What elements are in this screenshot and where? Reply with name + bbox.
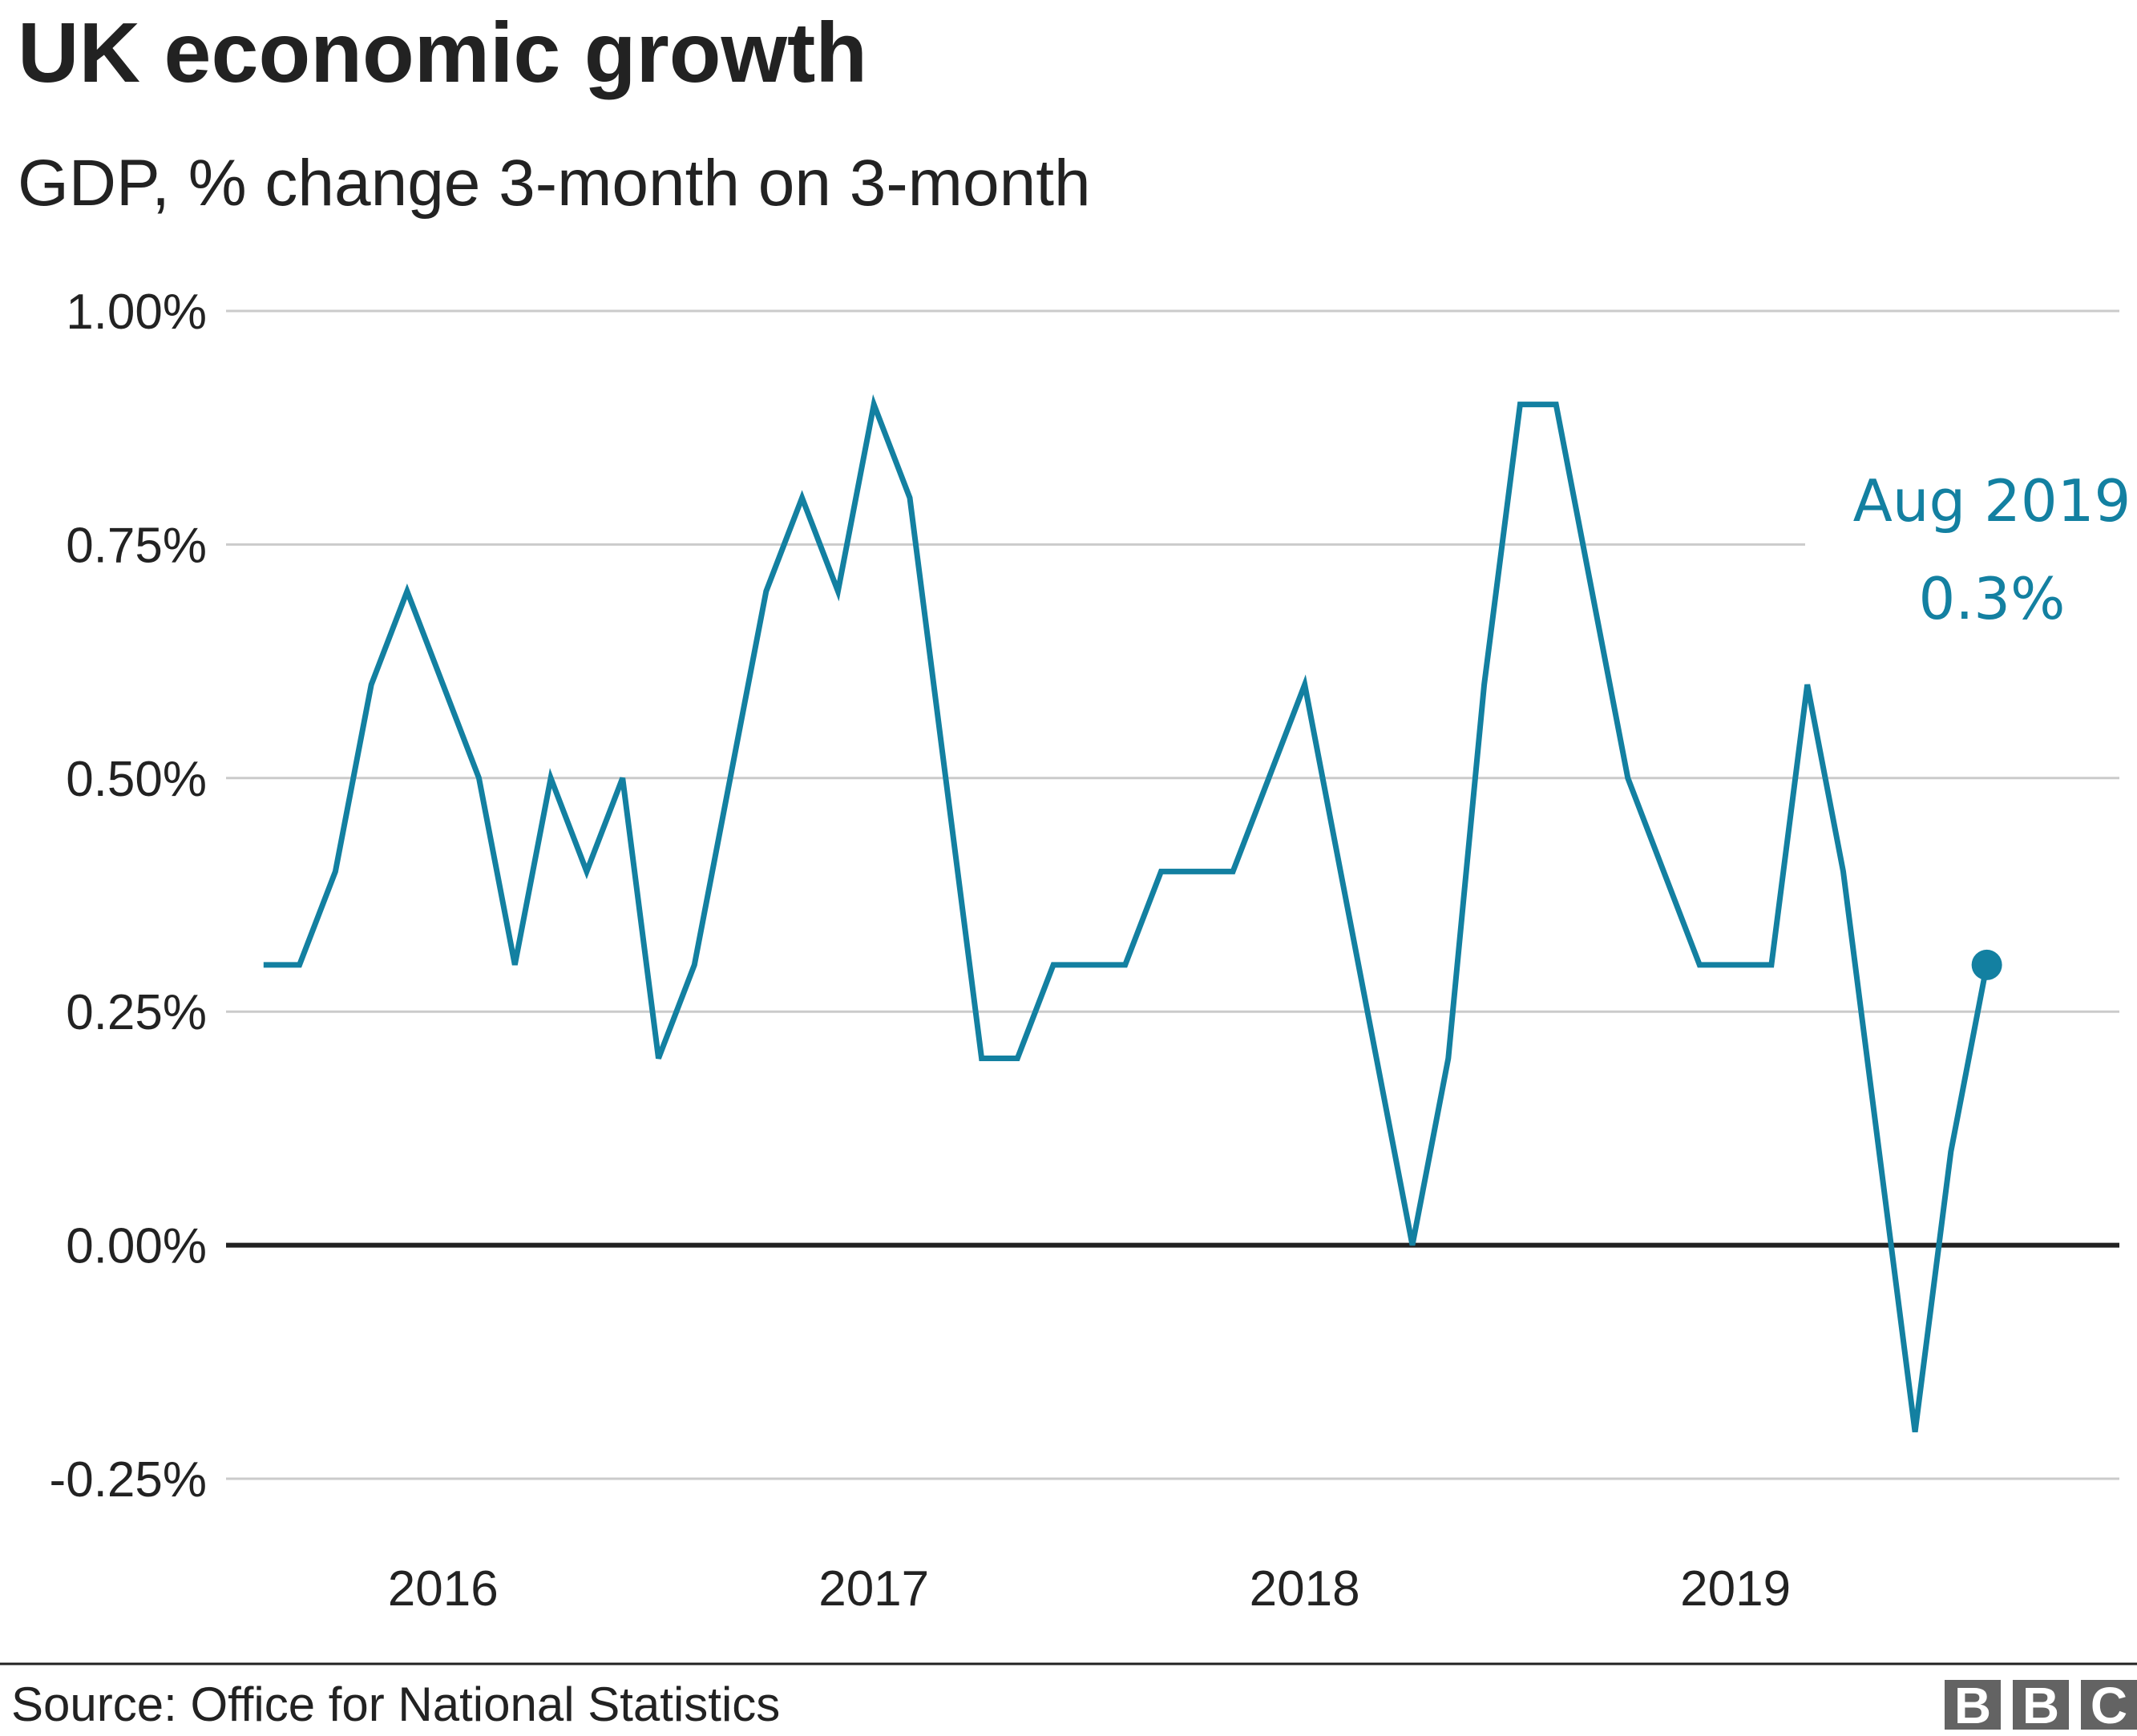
logo-letter-2: B: [2022, 1677, 2059, 1734]
y-tick-label: 0.50%: [66, 752, 207, 807]
annotation-layer: Aug 2019 0.3%: [1853, 467, 2131, 980]
annotation-label: 0.3%: [1919, 565, 2066, 632]
annotation-label: Aug 2019: [1853, 467, 2131, 535]
y-tick-label: 1.00%: [66, 285, 207, 340]
bbc-logo: B B C: [1945, 1677, 2137, 1734]
y-tick-label: -0.25%: [50, 1452, 207, 1508]
y-tick-label: 0.25%: [66, 985, 207, 1040]
y-tick-label: 0.75%: [66, 518, 207, 573]
logo-box-1: [1945, 1680, 2001, 1730]
x-tick-label: 2019: [1680, 1561, 1791, 1617]
logo-box-3: [2081, 1680, 2137, 1730]
latest-point-marker: [1971, 949, 2002, 980]
logo-letter-3: C: [2091, 1677, 2127, 1734]
x-tick-label: 2016: [388, 1561, 499, 1617]
logo-box-2: [2013, 1680, 2069, 1730]
x-tick-label: 2018: [1250, 1561, 1360, 1617]
x-tick-label: 2017: [818, 1561, 929, 1617]
chart-title: UK economic growth: [18, 6, 867, 100]
series-line: [263, 394, 1990, 1433]
x-axis-tick-labels: 2016 2017 2018 2019: [388, 1561, 1791, 1617]
source-note: Source: Office for National Statistics: [11, 1677, 780, 1731]
y-tick-label: 0.00%: [66, 1219, 207, 1274]
logo-letter-1: B: [1954, 1677, 1991, 1734]
gridlines: [226, 309, 2119, 1480]
series-layer: [263, 394, 1990, 1433]
y-axis-tick-labels: -0.25% 0.00% 0.25% 0.50% 0.75% 1.00%: [50, 285, 207, 1508]
chart-subtitle: GDP, % change 3-month on 3-month: [18, 147, 1091, 220]
